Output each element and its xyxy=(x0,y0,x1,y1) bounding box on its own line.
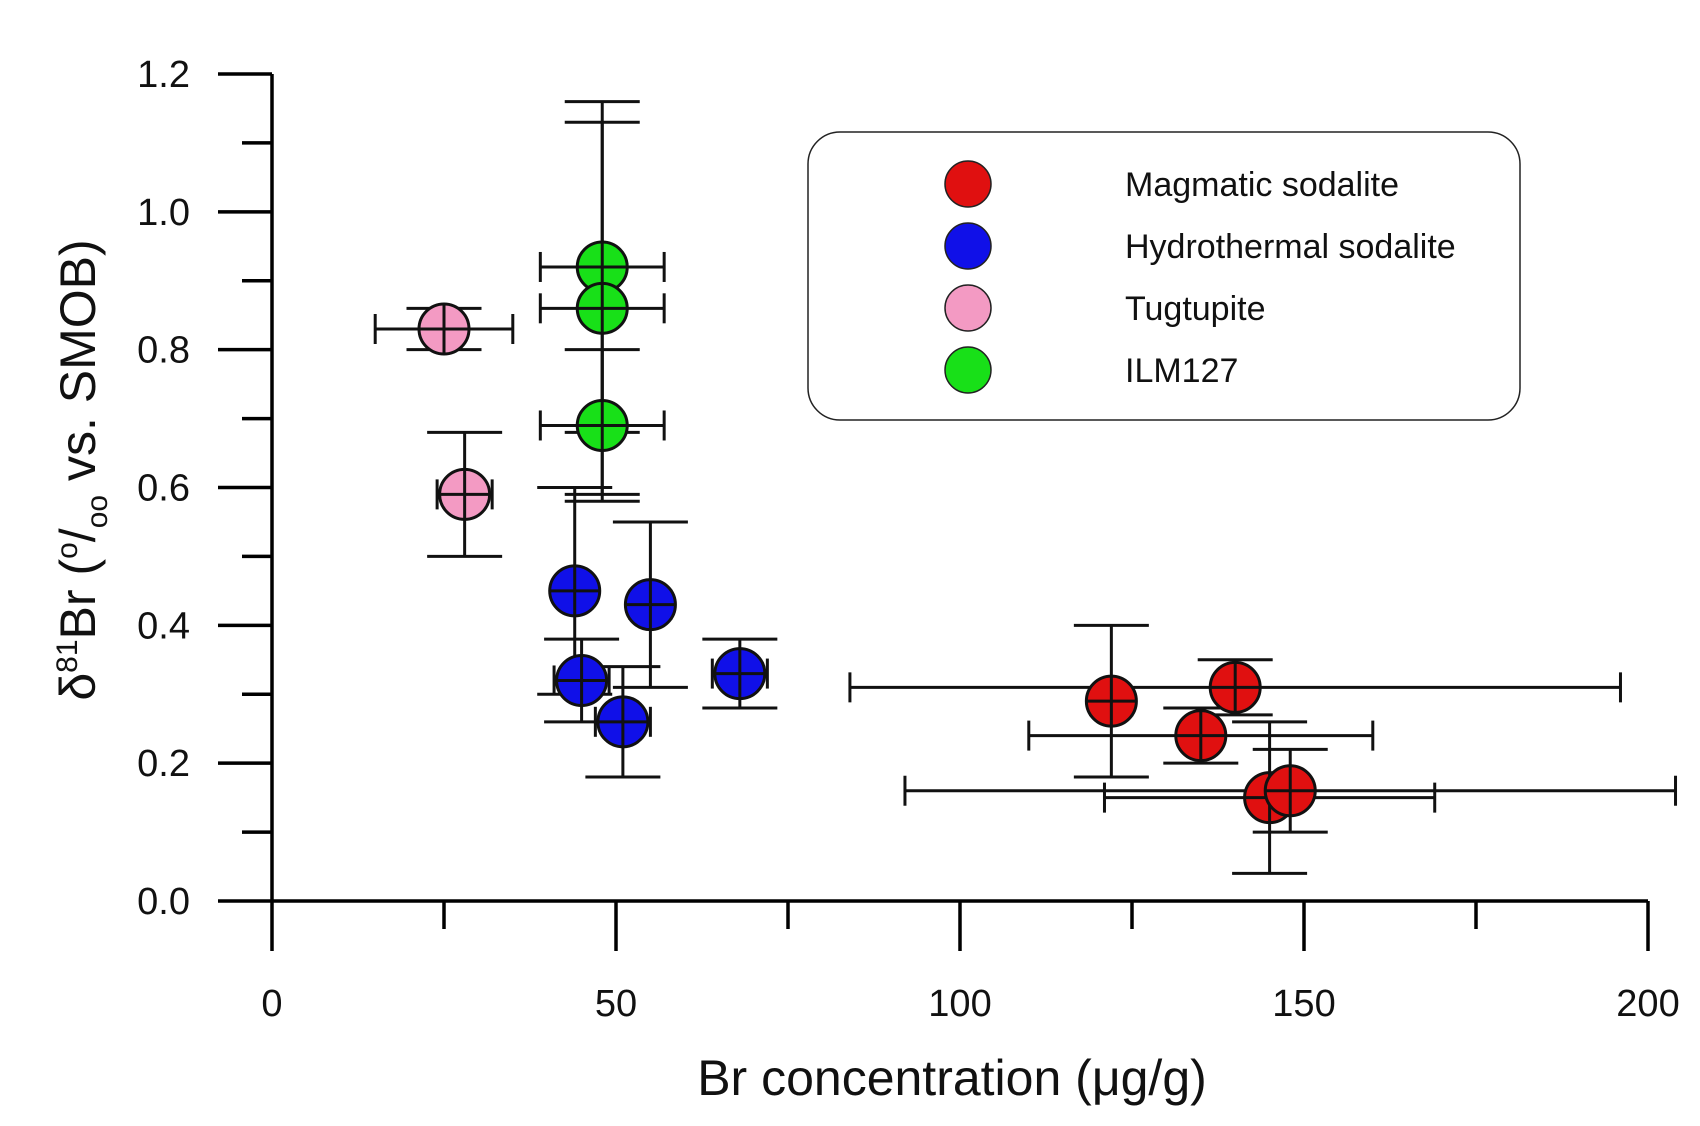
y-tick-label: 0.4 xyxy=(137,605,190,647)
axes: 0 50 100 150 200 0.0 0.2 0.4 0.6 0.8 1.0 1.2 xyxy=(137,54,1680,1025)
y-axis-title: δ81Br (o/oo vs. SMOB) xyxy=(50,239,114,700)
x-axis-title: Br concentration (μg/g) xyxy=(697,1050,1207,1106)
legend-marker xyxy=(944,346,992,394)
x-tick-label: 200 xyxy=(1616,983,1679,1025)
legend-label: Hydrothermal sodalite xyxy=(1125,228,1456,266)
x-tick-label: 50 xyxy=(595,983,637,1025)
legend-label: Magmatic sodalite xyxy=(1125,166,1399,204)
y-tick-label: 0.6 xyxy=(137,468,190,510)
y-title-unit-o: o xyxy=(51,542,84,559)
legend: Magmatic sodalite Hydrothermal sodalite Tu… xyxy=(807,131,1521,421)
y-title-suffix: vs. SMOB) xyxy=(50,239,106,495)
legend-marker xyxy=(944,160,992,208)
legend-box xyxy=(807,131,1521,421)
x-tick-label: 100 xyxy=(928,983,991,1025)
y-title-mass: 81 xyxy=(51,639,84,672)
x-tick-label: 0 xyxy=(261,983,282,1025)
y-title-br: Br ( xyxy=(50,559,106,640)
y-tick-label: 0.2 xyxy=(137,743,190,785)
legend-label: ILM127 xyxy=(1125,352,1238,390)
y-title-unit-slash: / xyxy=(50,528,106,542)
y-tick-label: 0.0 xyxy=(137,881,190,923)
legend-label: Tugtupite xyxy=(1125,290,1266,328)
data-points xyxy=(417,240,1317,825)
axis-titles: Br concentration (μg/g) δ81Br (o/oo vs. … xyxy=(50,239,1207,1106)
legend-marker xyxy=(944,222,992,270)
legend-marker xyxy=(944,284,992,332)
x-tick-label: 150 xyxy=(1272,983,1335,1025)
y-title-unit-oo: oo xyxy=(81,495,114,528)
y-tick-label: 0.8 xyxy=(137,330,190,372)
y-tick-label: 1.2 xyxy=(137,54,190,96)
y-title-delta: δ xyxy=(50,673,106,701)
y-tick-label: 1.0 xyxy=(137,192,190,234)
